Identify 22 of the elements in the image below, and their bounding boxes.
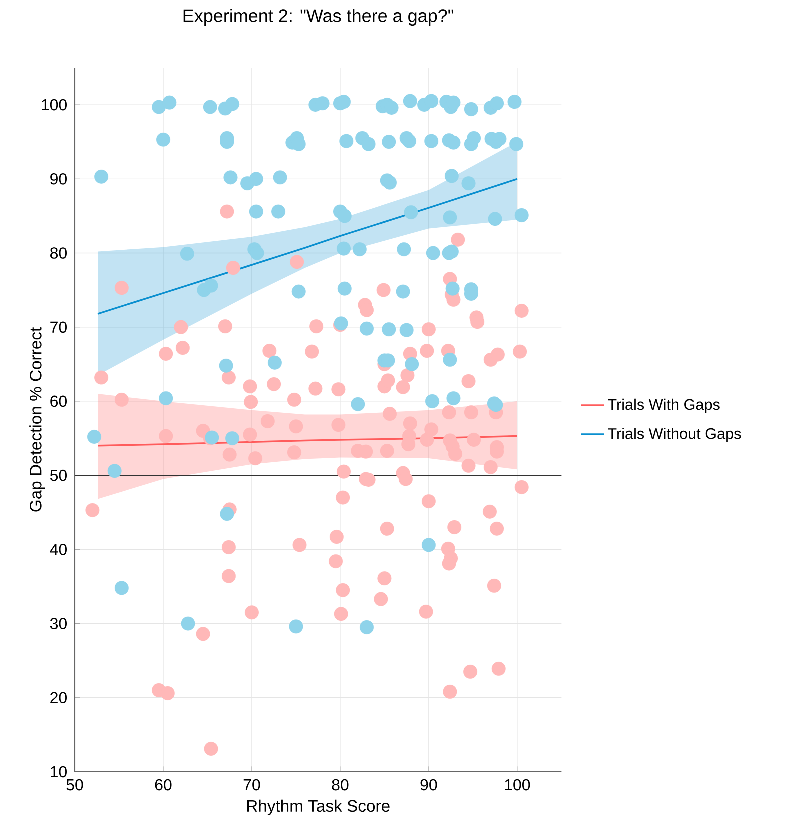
y-tick-label: 10 [51, 766, 68, 778]
y-tick-label: 40 [50, 544, 68, 556]
x-tick-label: 50 [66, 779, 84, 791]
y-tick-label: 20 [50, 692, 68, 704]
x-tick-label: 80 [332, 779, 349, 791]
y-tick-label: 90 [50, 173, 68, 185]
y-tick-label: 60 [50, 396, 68, 408]
x-tick-label: 70 [244, 779, 260, 791]
y-axis-title: Gap Detection % Correct [30, 328, 46, 512]
y-tick-label: 70 [50, 322, 68, 334]
x-axis-title: Rhythm Task Score [247, 800, 390, 816]
y-tick-label: 80 [50, 248, 68, 259]
x-tick-label: 100 [505, 779, 530, 791]
y-tick-label: 100 [42, 99, 67, 111]
x-tick-label: 60 [155, 779, 172, 791]
x-tick-label: 90 [420, 779, 438, 791]
line-series [97, 178, 518, 315]
y-tick-label: 50 [50, 470, 68, 482]
y-tick-label: 30 [50, 618, 68, 630]
chart-title: Experiment 2: "Was there a gap?" [184, 9, 454, 26]
legend-label: Trials With Gaps [608, 398, 720, 414]
legend-label: Trials Without Gaps [608, 428, 742, 442]
